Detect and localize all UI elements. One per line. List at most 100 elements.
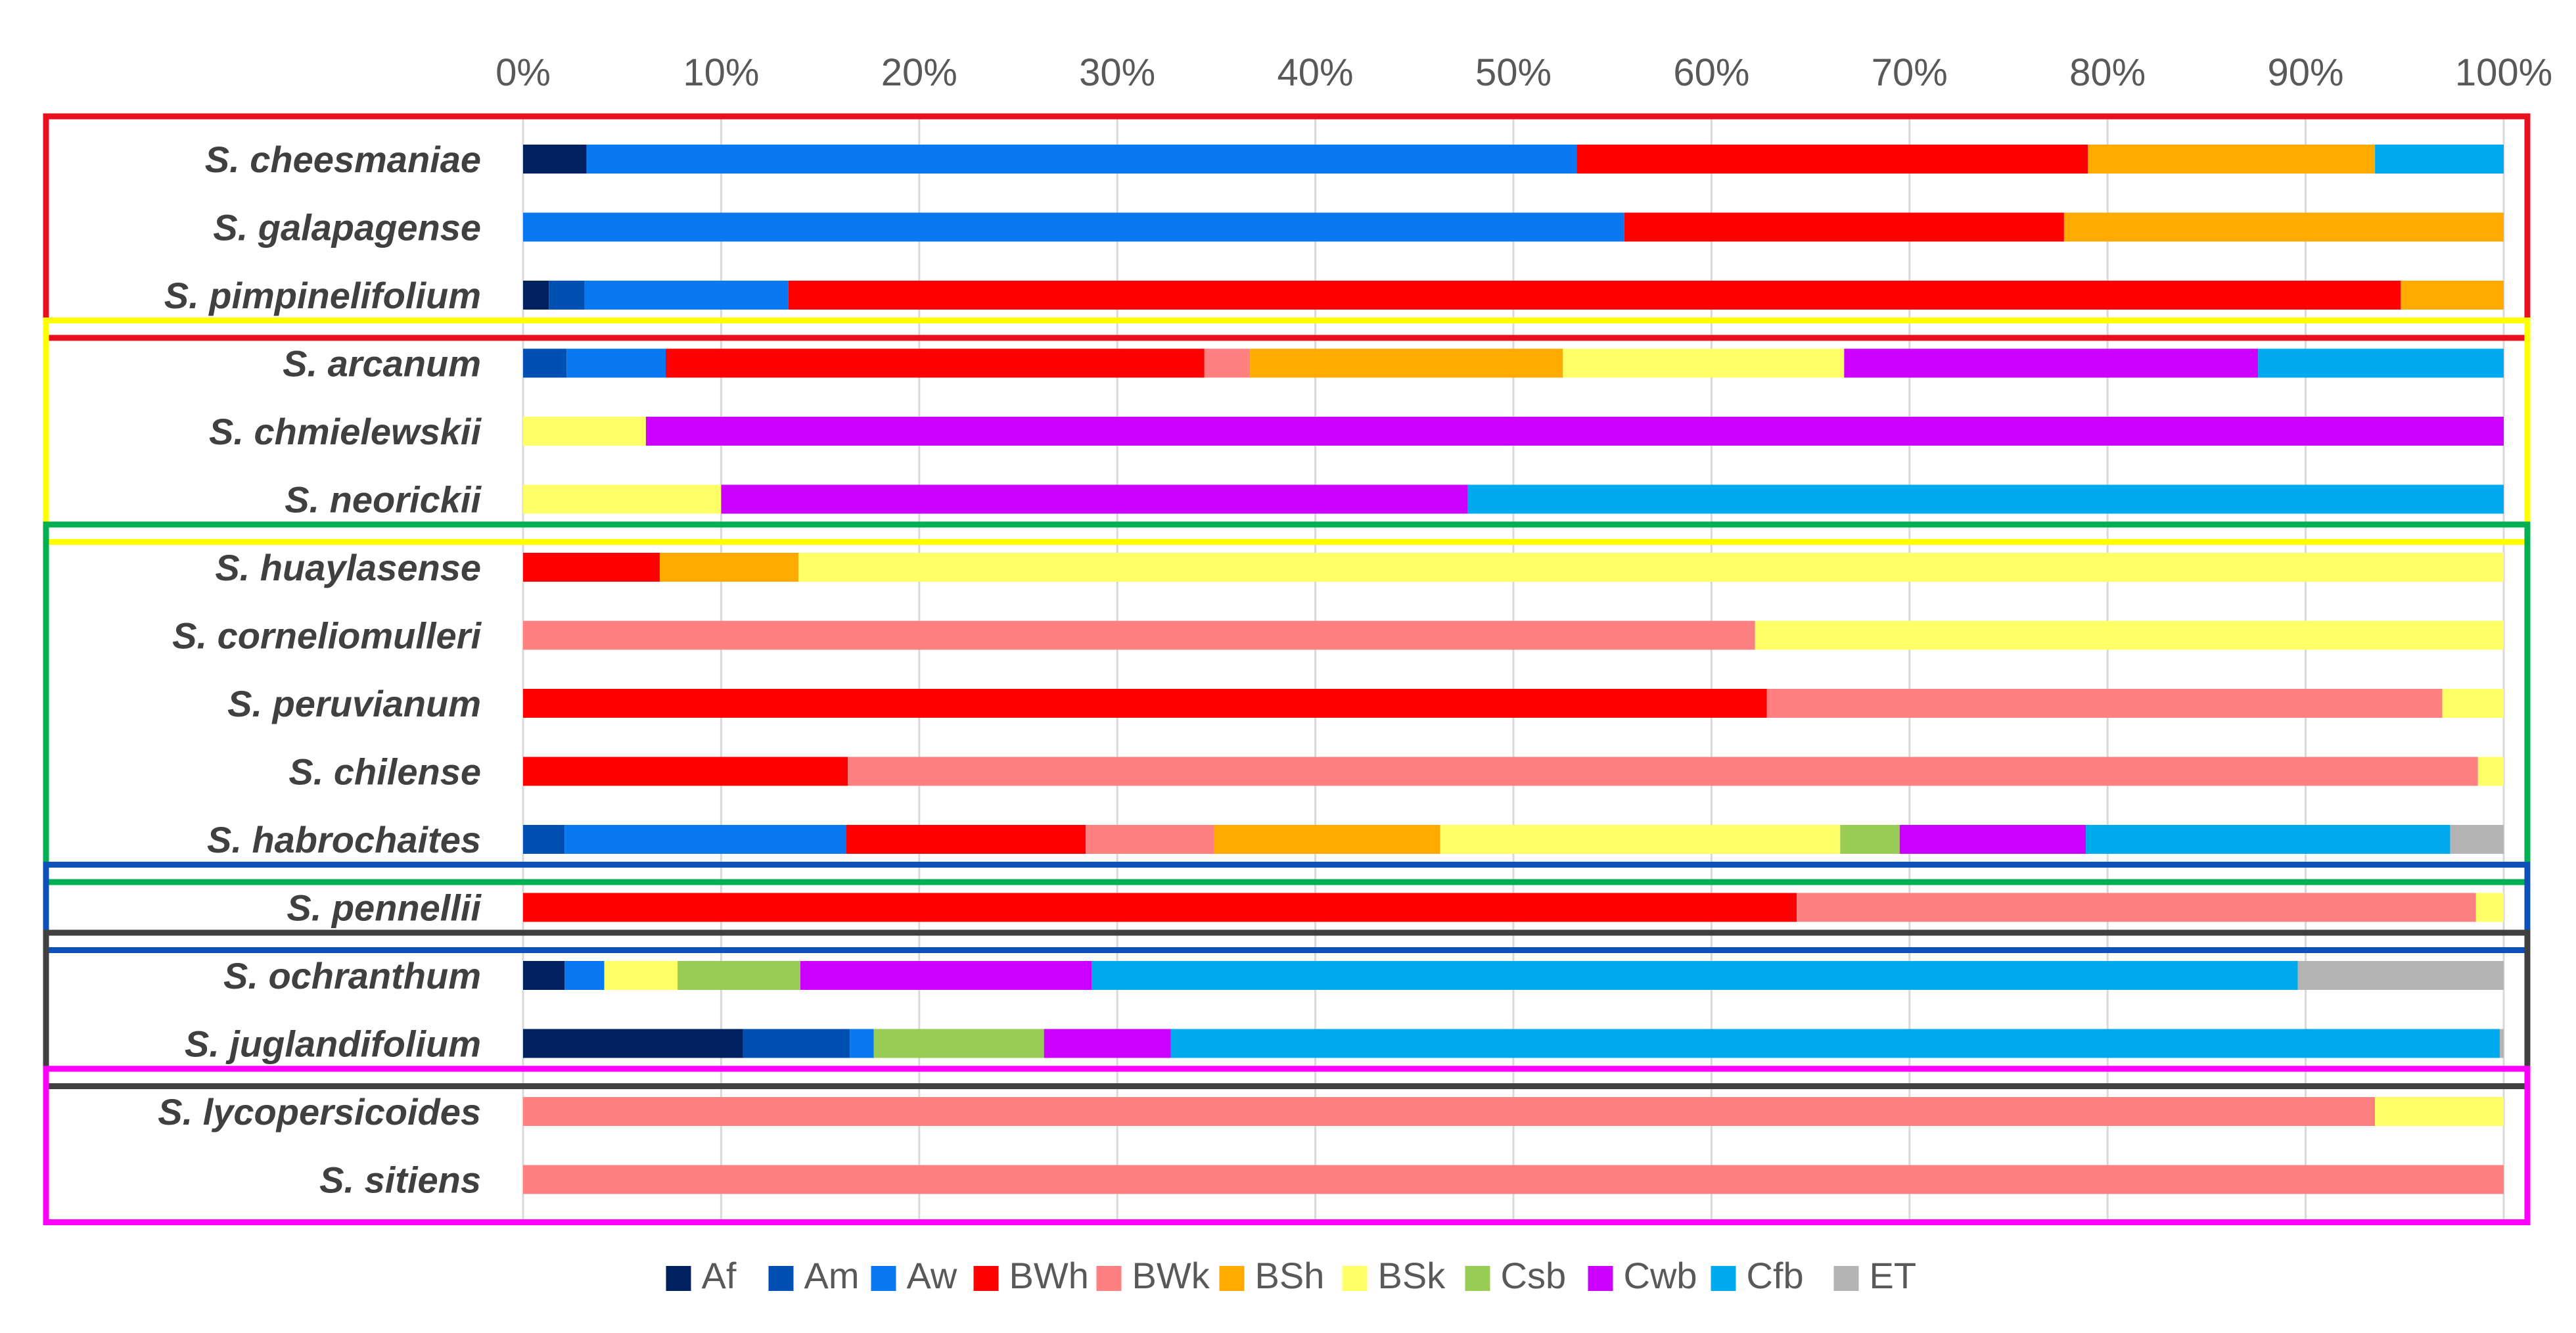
bar-segment-bsk [2442, 689, 2504, 718]
bar-segment-bsh [1250, 348, 1563, 378]
bar-row [523, 145, 2504, 174]
group-yellow-box [43, 317, 2531, 545]
bar-row [523, 961, 2504, 990]
legend-label: Af [702, 1255, 737, 1296]
bar-segment-af [523, 145, 587, 174]
species-label: S. pimpinelifolium [164, 275, 481, 316]
bar-segment-bsh [2088, 145, 2376, 174]
x-tick-label: 30% [1079, 51, 1155, 94]
bar-segment-af [523, 961, 565, 990]
bar-segment-bwk [1766, 689, 2443, 718]
species-label: S. peruvianum [227, 683, 481, 724]
legend-item-bwh: BWh [973, 1255, 1089, 1296]
species-label: S. huaylasense [215, 547, 481, 588]
group-boxes [43, 113, 2531, 1225]
bar-segment-bsk [798, 553, 2504, 582]
x-tick-label: 70% [1872, 51, 1948, 94]
bar-segment-bsk [1440, 825, 1841, 854]
bar-segment-bwh [523, 689, 1767, 718]
legend-swatch [1588, 1266, 1613, 1291]
bar-row [523, 1165, 2504, 1194]
bar-segment-cwb [800, 961, 1092, 990]
species-labels: S. cheesmaniae S. galapagense S. pimpineli… [158, 139, 482, 1201]
legend-label: BWk [1132, 1255, 1210, 1296]
legend-label: BSk [1378, 1255, 1446, 1296]
legend-item-am: Am [768, 1255, 860, 1296]
bar-row [523, 484, 2504, 514]
bar-segment-cwb [645, 417, 2504, 446]
species-label: S. sitiens [319, 1159, 481, 1201]
bar-segment-aw [586, 145, 1577, 174]
bar-segment-cwb [1844, 348, 2259, 378]
bar-segment-csb [873, 1029, 1044, 1058]
group-gray-box [43, 929, 2531, 1089]
legend-swatch [666, 1266, 691, 1291]
bar-segment-cfb [2086, 825, 2450, 854]
bar-segment-cfb [1170, 1029, 2500, 1058]
bar-segment-et [2297, 961, 2504, 990]
legend-label: BWh [1009, 1255, 1089, 1296]
legend-item-bwk: BWk [1096, 1255, 1210, 1296]
bar-segment-bsk [604, 961, 678, 990]
bar-segment-aw [523, 212, 1624, 242]
legend-item-cwb: Cwb [1588, 1255, 1697, 1296]
bar-segment-bsh [2401, 281, 2504, 310]
bar-row [523, 348, 2504, 378]
species-label: S. corneliomulleri [172, 615, 482, 657]
bar-segment-bwk [523, 1165, 2504, 1194]
legend-swatch [1342, 1266, 1368, 1291]
group-blue-box [43, 862, 2531, 953]
bar-segment-bwk [1085, 825, 1214, 854]
legend-swatch [1465, 1266, 1490, 1291]
bar-segment-bsk [523, 484, 722, 514]
bar-segment-bsk [1563, 348, 1845, 378]
bar-row [523, 281, 2504, 310]
group-magenta-box [43, 1065, 2531, 1225]
bar-segment-bwh [1624, 212, 2064, 242]
bar-segment-cfb [2258, 348, 2504, 378]
bar-segment-aw [564, 961, 605, 990]
bar-segment-bwh [523, 553, 660, 582]
x-tick-label: 10% [683, 51, 759, 94]
bar-row [523, 1097, 2504, 1126]
group-red-box [43, 113, 2531, 341]
legend-item-aw: Aw [871, 1255, 957, 1296]
bar-row [523, 689, 2504, 718]
legend-swatch [1833, 1266, 1859, 1291]
legend-label: Aw [907, 1255, 957, 1296]
legend-label: Am [804, 1255, 860, 1296]
species-label: S. ochranthum [223, 955, 481, 996]
x-tick-label: 0% [495, 51, 551, 94]
legend-swatch [1711, 1266, 1736, 1291]
bar-segment-bwh [523, 893, 1797, 922]
legend-label: BSh [1255, 1255, 1325, 1296]
bar-segment-bsk [1755, 620, 2504, 650]
bar-segment-bwk [523, 1097, 2376, 1126]
legend-item-csb: Csb [1465, 1255, 1566, 1296]
bar-segment-cfb [1092, 961, 2298, 990]
x-tick-label: 20% [881, 51, 957, 94]
bar-row [523, 553, 2504, 582]
x-tick-label: 60% [1673, 51, 1749, 94]
bar-segment-cfb [2375, 145, 2504, 174]
species-label: S. chmielewskii [209, 411, 482, 452]
species-label: S. neorickii [285, 479, 482, 521]
bar-segment-csb [1840, 825, 1900, 854]
bar-segment-bwh [666, 348, 1205, 378]
bar-series [523, 145, 2504, 1194]
legend-swatch [871, 1266, 896, 1291]
bar-segment-bsk [2475, 893, 2504, 922]
bar-segment-bsk [2477, 757, 2504, 786]
bar-segment-bsh [1214, 825, 1440, 854]
bar-segment-am [549, 281, 585, 310]
bar-segment-bwk [848, 757, 2478, 786]
bar-segment-bwk [523, 620, 1755, 650]
bar-row [523, 1029, 2504, 1058]
bar-segment-aw [850, 1029, 874, 1058]
legend-swatch [1096, 1266, 1122, 1291]
x-tick-label: 40% [1277, 51, 1354, 94]
bar-segment-af [523, 1029, 743, 1058]
bar-segment-cwb [1899, 825, 2086, 854]
bar-segment-csb [678, 961, 800, 990]
